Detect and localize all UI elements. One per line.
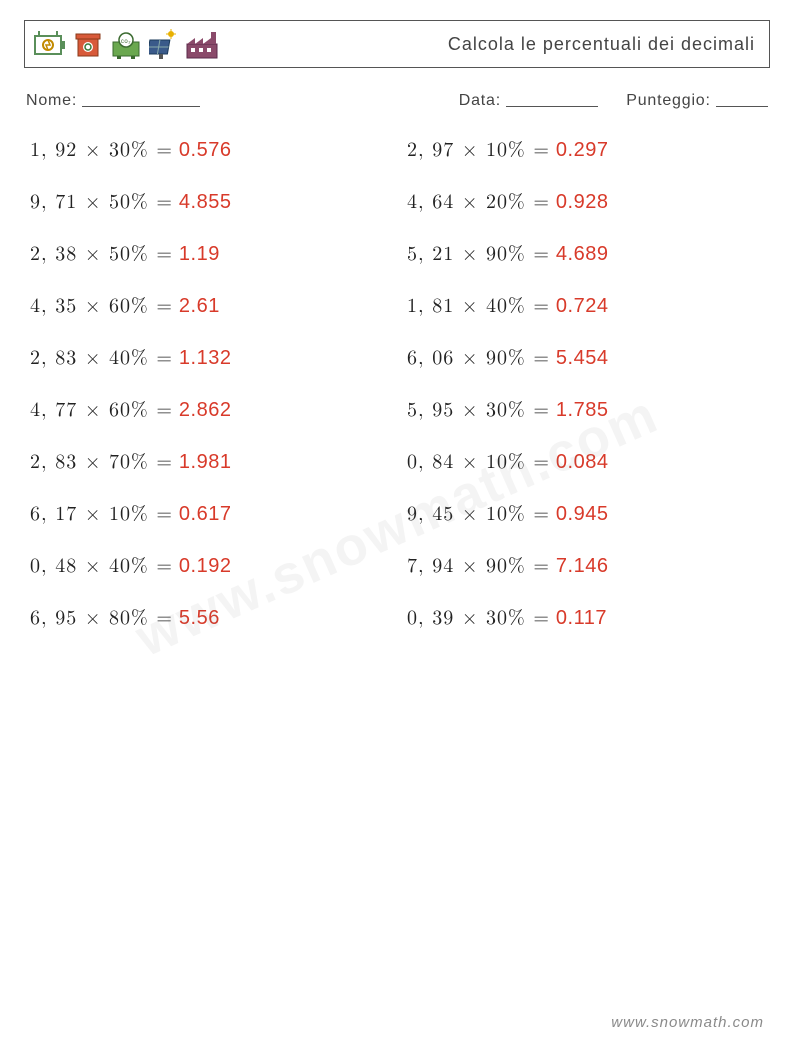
svg-text:co₂: co₂ — [121, 39, 131, 45]
problem-question: 9, 45 × 10% = — [407, 502, 550, 526]
problem-question: 2, 97 × 10% = — [407, 138, 550, 162]
problem-answer: 0.617 — [179, 503, 232, 526]
date-label: Data: — [459, 92, 501, 109]
worksheet-header: co₂ — [24, 20, 770, 68]
problem-answer: 0.084 — [556, 451, 609, 474]
problem-answer: 2.61 — [179, 295, 220, 318]
problem-answer: 1.981 — [179, 451, 232, 474]
problem-row: 4, 64 × 20% = 0.928 — [407, 190, 764, 214]
name-blank — [82, 92, 200, 107]
problem-answer: 4.855 — [179, 191, 232, 214]
problem-row: 7, 94 × 90% = 7.146 — [407, 554, 764, 578]
score-field: Punteggio: — [626, 90, 768, 110]
problem-question: 4, 35 × 60% = — [30, 294, 173, 318]
problem-question: 0, 84 × 10% = — [407, 450, 550, 474]
factory-icon — [185, 28, 219, 60]
problem-row: 9, 71 × 50% = 4.855 — [30, 190, 387, 214]
problem-question: 2, 38 × 50% = — [30, 242, 173, 266]
date-blank — [506, 92, 598, 107]
problem-row: 1, 92 × 30% = 0.576 — [30, 138, 387, 162]
problem-question: 2, 83 × 40% = — [30, 346, 173, 370]
problem-question: 4, 77 × 60% = — [30, 398, 173, 422]
problem-question: 0, 48 × 40% = — [30, 554, 173, 578]
problem-row: 2, 83 × 40% = 1.132 — [30, 346, 387, 370]
problem-answer: 0.576 — [179, 139, 232, 162]
problem-answer: 5.454 — [556, 347, 609, 370]
problem-row: 0, 84 × 10% = 0.084 — [407, 450, 764, 474]
problem-question: 4, 64 × 20% = — [407, 190, 550, 214]
problem-question: 1, 81 × 40% = — [407, 294, 550, 318]
meta-row: Nome: Data: Punteggio: — [26, 90, 768, 110]
problem-row: 6, 17 × 10% = 0.617 — [30, 502, 387, 526]
problem-answer: 1.785 — [556, 399, 609, 422]
problem-row: 2, 38 × 50% = 1.19 — [30, 242, 387, 266]
problem-question: 9, 71 × 50% = — [30, 190, 173, 214]
footer-url: www.snowmath.com — [611, 1014, 764, 1031]
problem-question: 0, 39 × 30% = — [407, 606, 550, 630]
problem-answer: 0.945 — [556, 503, 609, 526]
problem-row: 5, 95 × 30% = 1.785 — [407, 398, 764, 422]
problem-row: 6, 06 × 90% = 5.454 — [407, 346, 764, 370]
problem-answer: 0.117 — [556, 607, 607, 630]
problem-answer: 0.928 — [556, 191, 609, 214]
problem-question: 1, 92 × 30% = — [30, 138, 173, 162]
problem-row: 9, 45 × 10% = 0.945 — [407, 502, 764, 526]
problem-answer: 1.19 — [179, 243, 220, 266]
problem-row: 4, 77 × 60% = 2.862 — [30, 398, 387, 422]
battery-eco-icon — [33, 28, 67, 60]
problem-answer: 0.724 — [556, 295, 609, 318]
problem-row: 0, 48 × 40% = 0.192 — [30, 554, 387, 578]
problem-question: 5, 95 × 30% = — [407, 398, 550, 422]
problem-question: 6, 95 × 80% = — [30, 606, 173, 630]
problem-answer: 1.132 — [179, 347, 232, 370]
problem-row: 1, 81 × 40% = 0.724 — [407, 294, 764, 318]
solar-panel-icon — [149, 28, 179, 60]
problem-question: 5, 21 × 90% = — [407, 242, 550, 266]
problem-row: 4, 35 × 60% = 2.61 — [30, 294, 387, 318]
problem-row: 2, 83 × 70% = 1.981 — [30, 450, 387, 474]
eco-machine-icon: co₂ — [109, 28, 143, 60]
score-blank — [716, 92, 768, 107]
problem-question: 7, 94 × 90% = — [407, 554, 550, 578]
name-label: Nome: — [26, 92, 77, 109]
problem-row: 0, 39 × 30% = 0.117 — [407, 606, 764, 630]
recycle-bin-icon — [73, 28, 103, 60]
problem-answer: 0.192 — [179, 555, 232, 578]
name-field: Nome: — [26, 90, 200, 110]
problem-question: 2, 83 × 70% = — [30, 450, 173, 474]
problem-answer: 2.862 — [179, 399, 232, 422]
header-icons: co₂ — [33, 28, 219, 60]
problem-row: 5, 21 × 90% = 4.689 — [407, 242, 764, 266]
problem-row: 2, 97 × 10% = 0.297 — [407, 138, 764, 162]
score-label: Punteggio: — [626, 92, 711, 109]
problem-question: 6, 17 × 10% = — [30, 502, 173, 526]
problem-answer: 5.56 — [179, 607, 220, 630]
problem-row: 6, 95 × 80% = 5.56 — [30, 606, 387, 630]
problems-grid: 1, 92 × 30% = 0.576 2, 97 × 10% = 0.297 9,… — [24, 138, 770, 630]
problem-answer: 7.146 — [556, 555, 609, 578]
date-field: Data: — [459, 90, 599, 110]
problem-answer: 0.297 — [556, 139, 609, 162]
worksheet-title: Calcola le percentuali dei decimali — [448, 34, 755, 55]
problem-question: 6, 06 × 90% = — [407, 346, 550, 370]
problem-answer: 4.689 — [556, 243, 609, 266]
